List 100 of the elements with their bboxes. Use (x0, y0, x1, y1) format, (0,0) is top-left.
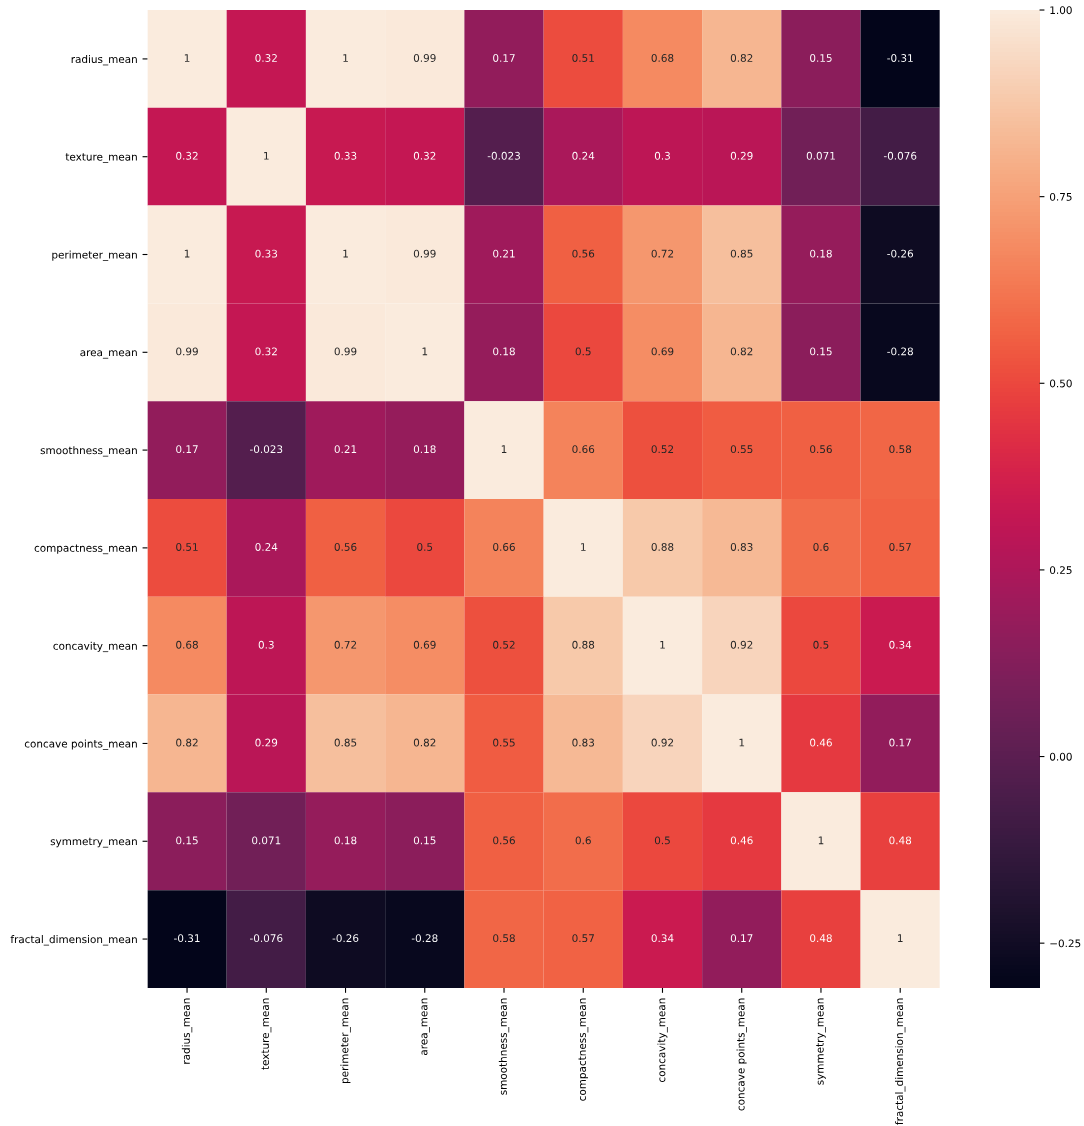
data-label: 0.92 (651, 738, 674, 747)
data-label: 0.82 (176, 738, 198, 747)
data-label: 0.29 (255, 738, 278, 747)
data-label: -0.26 (887, 249, 914, 258)
data-label: 0.58 (889, 445, 912, 454)
y-tick-label: concavity_mean (53, 641, 137, 653)
data-label: 0.52 (493, 640, 515, 649)
color-bar-label: 0.50 (1049, 379, 1072, 388)
data-label: -0.076 (250, 934, 283, 943)
x-tick-label: concave points_mean (736, 998, 747, 1111)
y-tick-label: texture_mean (65, 153, 137, 163)
y-tick-label: radius_mean (71, 54, 137, 66)
data-label: 0.85 (730, 249, 753, 258)
data-label: -0.076 (883, 151, 917, 160)
data-label: 0.69 (413, 640, 436, 649)
data-label: 1 (184, 249, 190, 258)
data-label: 0.17 (730, 934, 753, 943)
data-label: 0.48 (810, 934, 832, 943)
data-label: 0.15 (176, 836, 198, 845)
data-label: 0.6 (575, 836, 591, 845)
y-tick-label: compactness_mean (34, 544, 137, 555)
data-label: 1 (422, 347, 428, 356)
x-tick-label: texture_mean (261, 998, 272, 1070)
data-label: 0.33 (334, 151, 357, 160)
data-label: 0.17 (176, 445, 198, 454)
data-label: 0.82 (730, 54, 753, 62)
data-label: 0.34 (889, 640, 912, 649)
data-label: 1 (343, 54, 348, 62)
data-label: 0.69 (651, 347, 674, 356)
y-tick-label: fractal_dimension_mean (10, 935, 137, 946)
data-label: 0.3 (654, 151, 670, 160)
x-tick-label: concavity_mean (657, 998, 668, 1082)
y-tick-label: area_mean (80, 350, 137, 359)
data-label: -0.28 (887, 347, 913, 356)
data-label: 0.32 (255, 54, 277, 62)
data-label: 1 (343, 249, 348, 258)
data-label: 0.24 (572, 151, 595, 160)
data-label: 0.88 (572, 640, 595, 649)
data-label: 0.21 (334, 445, 357, 454)
x-tick-label: area_mean (421, 998, 430, 1056)
x-tick-label: fractal_dimension_mean (895, 998, 906, 1125)
data-label: 0.68 (176, 640, 198, 649)
data-label: 0.46 (730, 836, 753, 845)
data-label: -0.023 (250, 445, 283, 454)
data-label: 0.071 (252, 836, 281, 845)
data-label: 1 (264, 151, 269, 160)
data-label: 0.29 (730, 151, 753, 160)
color-bar-label: 0.75 (1049, 192, 1072, 201)
data-label: 0.99 (413, 249, 436, 258)
data-label: 0.72 (334, 640, 357, 649)
data-label: 0.56 (493, 836, 515, 845)
data-label: 1 (184, 54, 190, 62)
x-tick-label: radius_mean (181, 998, 193, 1064)
color-bar-label: −0.25 (1050, 939, 1081, 948)
data-label: 0.57 (889, 543, 911, 551)
data-label: 0.18 (413, 445, 436, 454)
x-tick-label: symmetry_mean (816, 998, 827, 1085)
data-label: 0.21 (493, 249, 515, 258)
x-tick-label: smoothness_mean (498, 998, 510, 1095)
data-label: 0.32 (176, 151, 198, 160)
color-bar-label: 0.00 (1049, 752, 1072, 761)
data-label: 0.17 (493, 54, 515, 62)
data-label: 0.51 (572, 54, 594, 62)
x-tick-label: compactness_mean (578, 998, 589, 1101)
data-label: 0.51 (176, 543, 198, 551)
y-tick-label: perimeter_mean (52, 250, 137, 261)
y-tick-label: smoothness_mean (40, 446, 137, 457)
data-label: 0.56 (810, 445, 832, 454)
data-label: 0.66 (493, 543, 515, 551)
data-label: 0.32 (413, 151, 436, 160)
data-label: 0.6 (813, 543, 829, 551)
data-label: 1 (581, 543, 586, 551)
data-label: 0.83 (572, 738, 595, 747)
data-label: 0.99 (413, 54, 436, 62)
data-label: 0.24 (255, 543, 278, 551)
data-label: 0.46 (810, 738, 832, 747)
data-label: 0.82 (730, 347, 753, 356)
data-label: 1 (660, 640, 665, 649)
data-label: -0.31 (174, 934, 200, 943)
data-label: 0.15 (810, 347, 832, 356)
data-label: -0.28 (411, 934, 438, 943)
data-label: 0.18 (334, 836, 357, 845)
data-label: 0.57 (572, 934, 594, 943)
data-label: 0.99 (176, 347, 198, 356)
data-label: 0.56 (334, 543, 357, 551)
data-label: 0.72 (651, 249, 674, 258)
x-tick-label: perimeter_mean (340, 998, 351, 1084)
data-label: 0.15 (413, 836, 436, 845)
data-label: 0.68 (651, 54, 674, 62)
data-label: 1 (818, 836, 824, 845)
data-label: 0.56 (572, 249, 595, 258)
data-label: 0.33 (255, 249, 278, 258)
y-tick-label: concave points_mean (24, 739, 137, 750)
data-label: 0.99 (334, 347, 357, 356)
data-label: 0.3 (258, 640, 274, 649)
data-label: 0.82 (413, 738, 436, 747)
data-label: 0.55 (730, 445, 753, 454)
y-tick-label: symmetry_mean (50, 837, 137, 848)
data-label: 0.66 (572, 445, 595, 454)
data-label: -0.31 (887, 54, 913, 62)
